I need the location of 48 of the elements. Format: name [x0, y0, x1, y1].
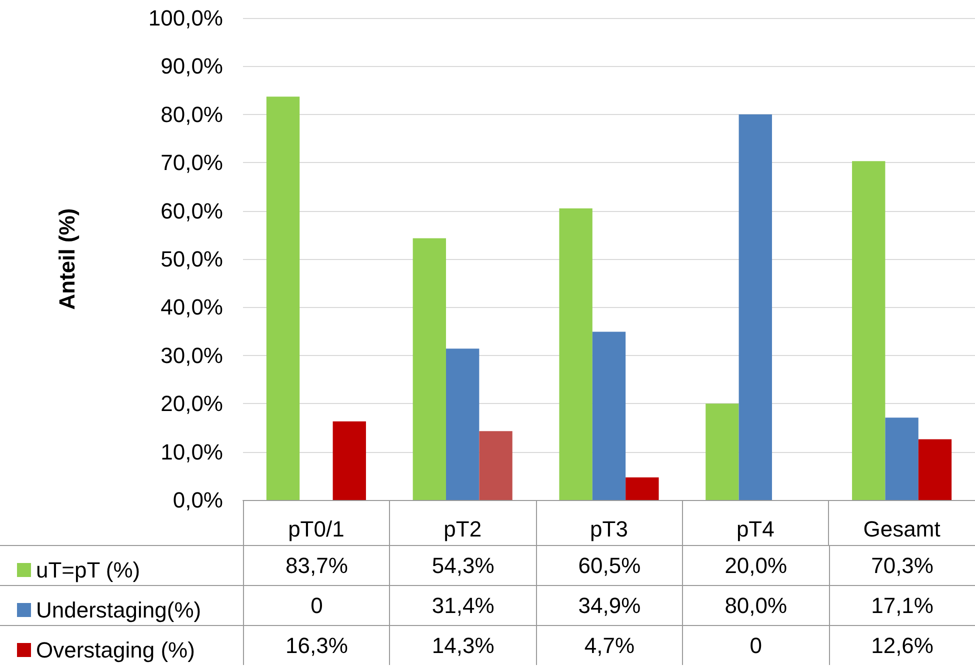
x-tick-label: pT2	[444, 516, 482, 542]
bar	[918, 439, 952, 500]
data-label: 14,3%	[389, 625, 536, 665]
bar	[852, 161, 886, 500]
data-label: 20,0%	[682, 545, 829, 585]
data-label: 12,6%	[828, 625, 975, 665]
bar	[738, 114, 772, 500]
y-tick-label: 70,0%	[160, 150, 223, 176]
y-axis-title: Anteil (%)	[54, 208, 80, 310]
data-label: 80,0%	[682, 585, 829, 625]
data-label: 54,3%	[389, 545, 536, 585]
data-label: 83,7%	[243, 545, 390, 585]
data-label: 70,3%	[828, 545, 975, 585]
y-tick-label: 50,0%	[160, 246, 223, 272]
y-tick-label: 30,0%	[160, 342, 223, 368]
x-tick-label: pT4	[736, 516, 774, 542]
bar	[479, 431, 512, 500]
y-tick-label: 100,0%	[148, 6, 223, 30]
data-label: 4,7%	[536, 625, 682, 665]
bar	[332, 421, 366, 500]
data-label: 17,1%	[828, 585, 975, 625]
y-tick-label: 0,0%	[172, 488, 223, 512]
x-tick-label: pT3	[590, 516, 628, 542]
data-label: 34,9%	[536, 585, 682, 625]
x-tick-label: Gesamt	[863, 516, 940, 542]
data-label: 0	[243, 585, 390, 625]
legend-label: Understaging(%)	[36, 598, 202, 622]
y-tick-label: 40,0%	[160, 294, 223, 320]
y-tick-label: 90,0%	[160, 54, 223, 79]
y-tick-label: 80,0%	[160, 102, 223, 127]
y-tick-label: 20,0%	[160, 391, 223, 416]
bar	[446, 348, 480, 500]
data-label: 60,5%	[536, 545, 682, 585]
y-tick-label: 10,0%	[160, 439, 223, 464]
data-label: 31,4%	[389, 585, 536, 625]
legend-label: uT=pT (%)	[36, 558, 140, 582]
bar	[592, 332, 626, 500]
bar	[885, 418, 918, 500]
legend-label: Overstaging (%)	[36, 638, 195, 662]
x-tick-label: pT0/1	[288, 516, 344, 542]
y-tick-label: 60,0%	[160, 198, 223, 224]
bar	[706, 404, 739, 500]
bar	[626, 477, 659, 500]
data-label: 16,3%	[243, 625, 390, 665]
bar	[266, 96, 300, 500]
data-label: 0	[682, 625, 829, 665]
bar	[559, 208, 592, 500]
bar	[412, 238, 446, 500]
